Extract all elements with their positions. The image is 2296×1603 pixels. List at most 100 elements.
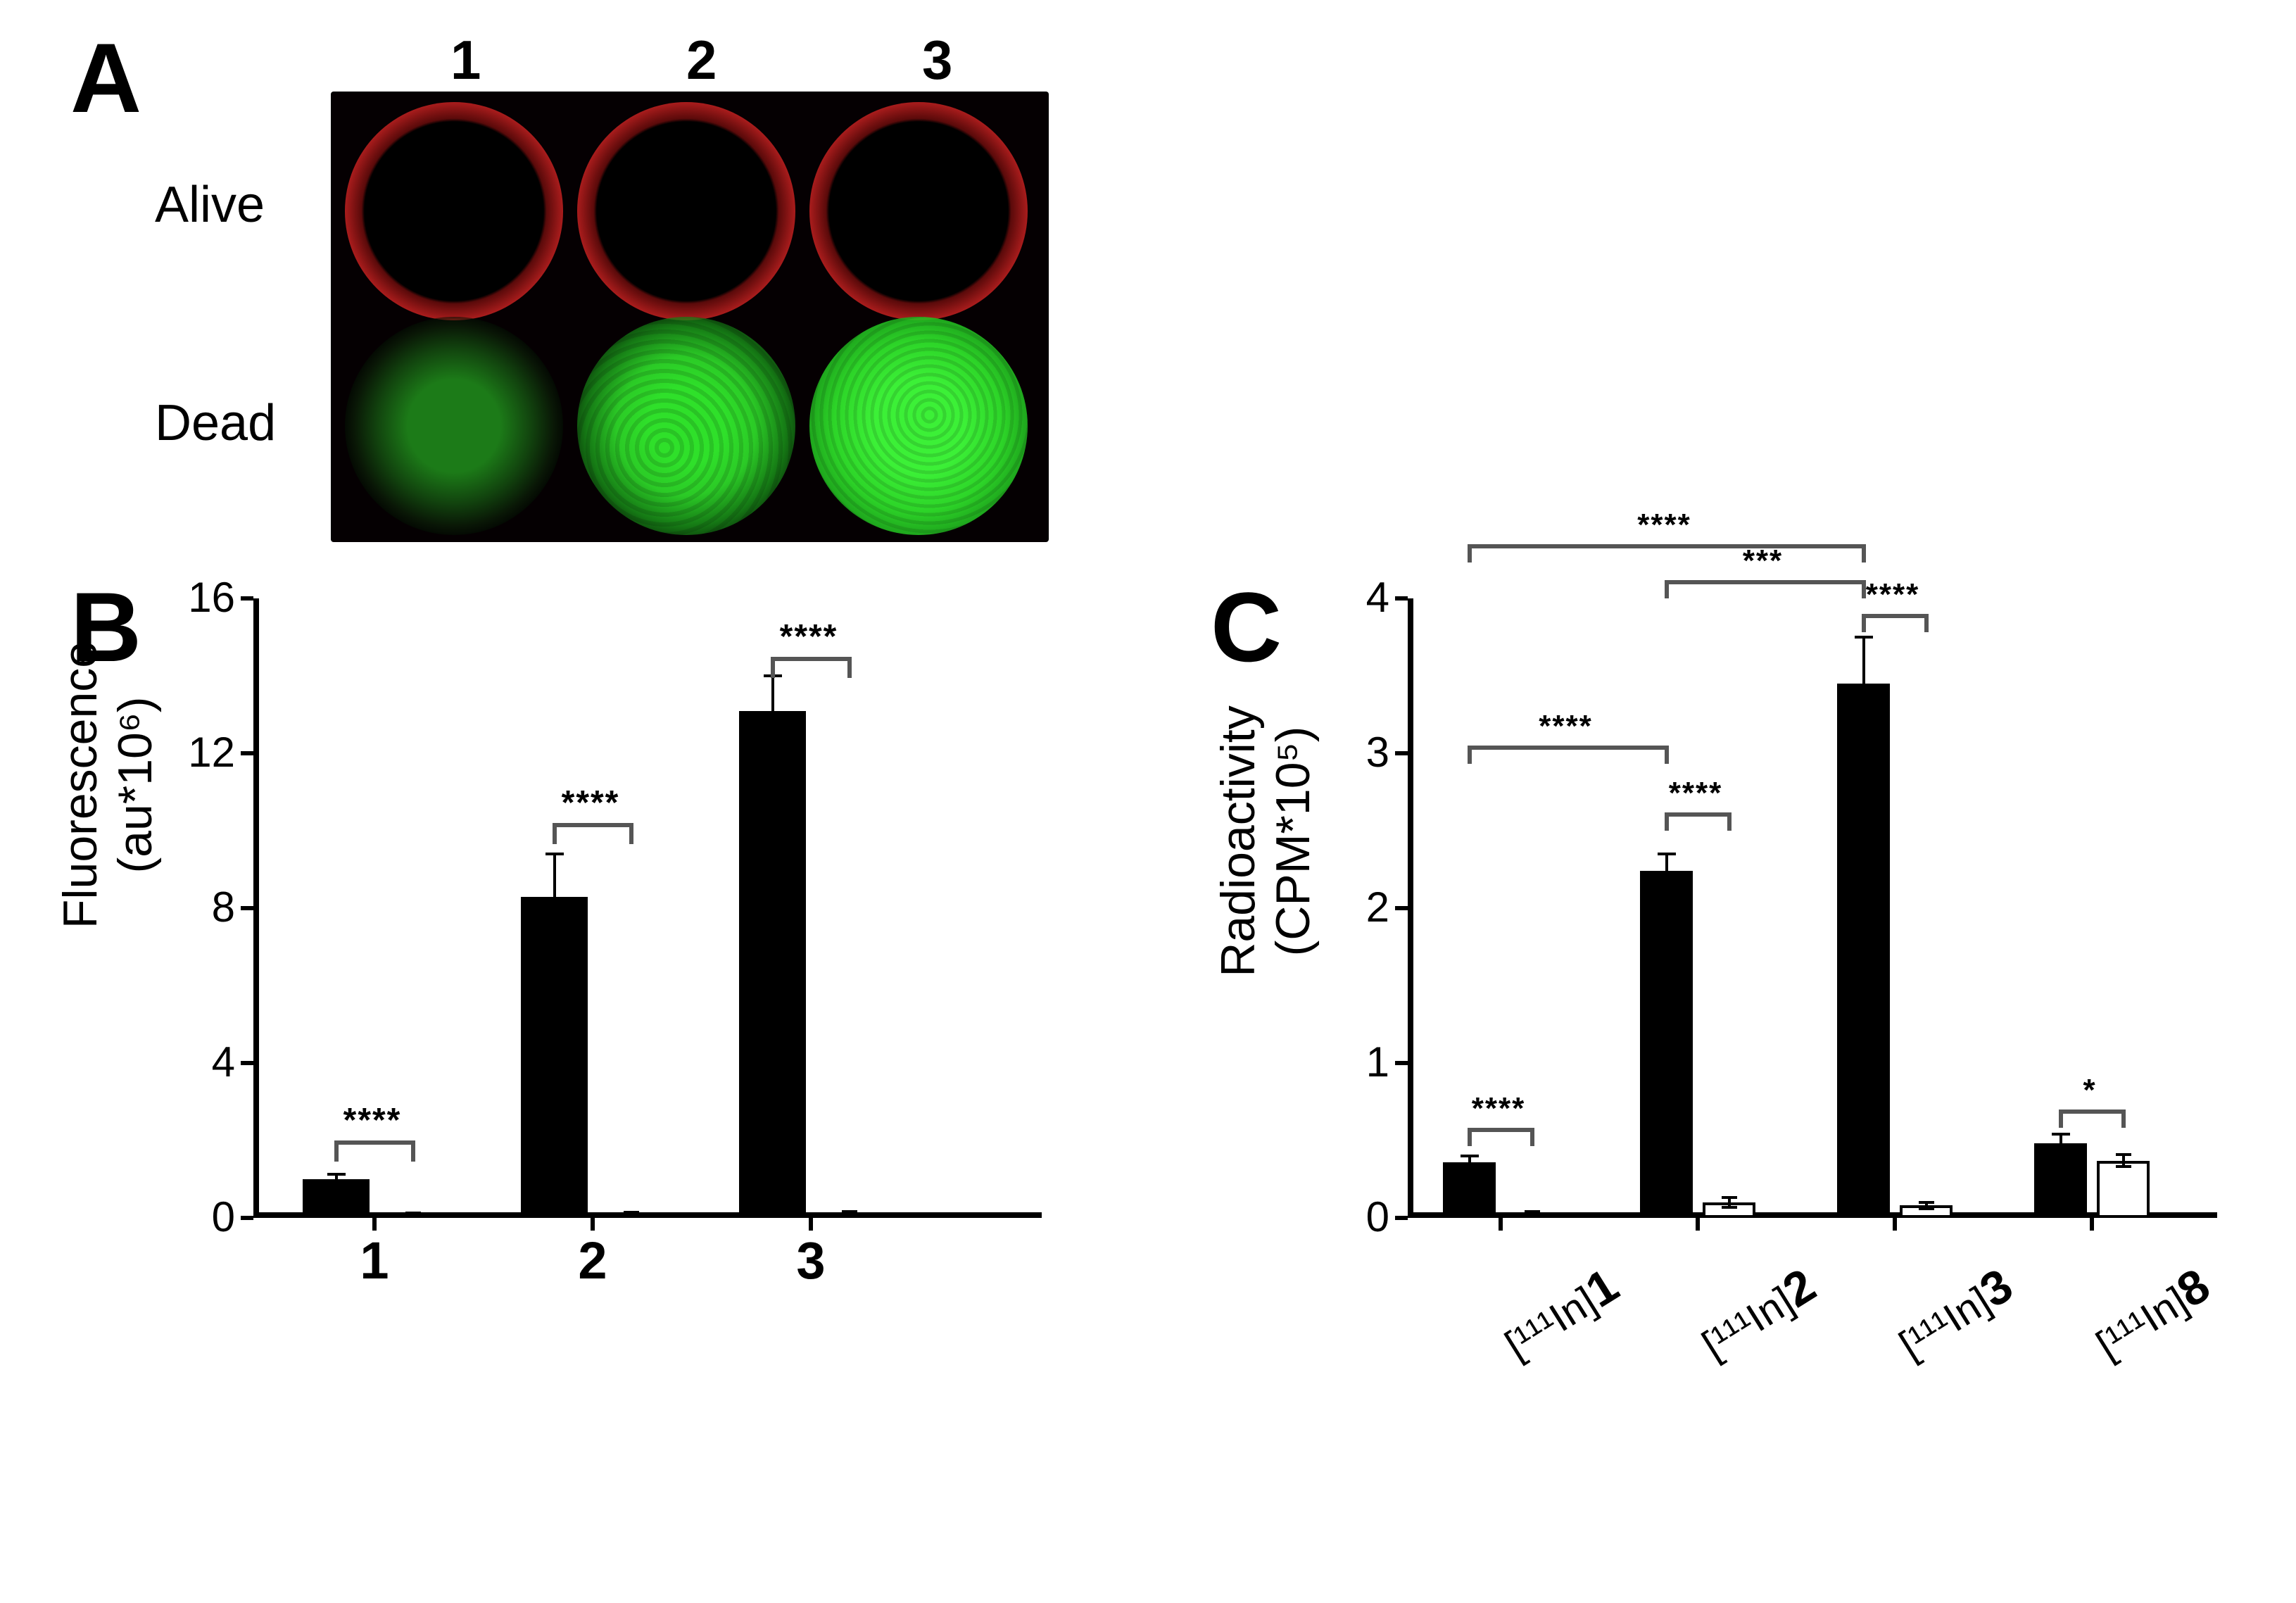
sig-stars: **** bbox=[1428, 1091, 1569, 1126]
sig-bracket-drop bbox=[2059, 1109, 2063, 1128]
sig-bracket-drop bbox=[629, 823, 633, 844]
sig-bracket-drop bbox=[411, 1140, 415, 1162]
panel-c-chart: 01234[¹¹¹In]1[¹¹¹In]2[¹¹¹In]3[¹¹¹In]8***… bbox=[1408, 598, 2217, 1218]
panel-a-col-3: 3 bbox=[922, 28, 952, 92]
bar-filled bbox=[521, 897, 588, 1219]
bar-filled bbox=[1837, 684, 1890, 1218]
sig-stars: *** bbox=[1693, 543, 1834, 579]
bar-filled bbox=[1443, 1162, 1496, 1218]
sig-bracket bbox=[1468, 1128, 1534, 1132]
error-cap bbox=[1461, 1155, 1479, 1157]
x-tick-label: 2 bbox=[557, 1231, 628, 1290]
well-ring bbox=[809, 102, 1028, 320]
well-ring bbox=[577, 102, 795, 320]
bar-open bbox=[2097, 1161, 2150, 1218]
error-cap bbox=[842, 1212, 857, 1214]
y-tick bbox=[241, 596, 253, 601]
y-tick bbox=[241, 906, 253, 910]
sig-bracket bbox=[553, 823, 633, 827]
x-tick-label: [¹¹¹In]1 bbox=[1494, 1258, 1628, 1371]
x-tick-label: [¹¹¹In]8 bbox=[2085, 1258, 2219, 1371]
sig-bracket-drop bbox=[1468, 544, 1472, 562]
error-cap bbox=[1658, 886, 1676, 889]
sig-bracket-drop bbox=[334, 1140, 339, 1162]
error-cap bbox=[1855, 729, 1873, 731]
sig-bracket bbox=[1468, 544, 1866, 548]
x-tick bbox=[809, 1218, 813, 1231]
sig-bracket bbox=[334, 1140, 415, 1145]
sig-bracket-drop bbox=[771, 657, 775, 678]
panel-c-ylabel-l2: (CPM*10⁵) bbox=[1266, 727, 1320, 957]
y-tick-label: 8 bbox=[176, 883, 235, 931]
y-tick-label: 1 bbox=[1330, 1038, 1389, 1086]
sig-bracket bbox=[1862, 614, 1929, 618]
sig-bracket-drop bbox=[1727, 812, 1732, 831]
panel-b-ylabel-l1: Fluorescence bbox=[53, 641, 107, 929]
sig-bracket-drop bbox=[1862, 614, 1866, 632]
error-cap bbox=[327, 1183, 346, 1186]
x-tick bbox=[2090, 1218, 2094, 1231]
error-cap bbox=[1722, 1196, 1737, 1199]
sig-bracket-drop bbox=[1924, 614, 1929, 632]
panel-a-row-alive: Alive bbox=[155, 176, 265, 234]
well-alive-3 bbox=[809, 102, 1028, 320]
panel-b-ylabel-l2: (au*10⁶) bbox=[108, 697, 162, 874]
panel-c-ylabel: Radioactivity (CPM*10⁵) bbox=[1211, 577, 1320, 1105]
panel-a-wellplate bbox=[331, 92, 1049, 542]
y-axis bbox=[253, 598, 259, 1218]
x-tick bbox=[591, 1218, 595, 1231]
sig-bracket-drop bbox=[1862, 580, 1866, 598]
error-cap bbox=[764, 744, 782, 747]
y-tick bbox=[1395, 906, 1408, 910]
x-tick-label: [¹¹¹In]2 bbox=[1691, 1258, 1825, 1371]
well-ring bbox=[809, 317, 1028, 535]
sig-bracket-drop bbox=[2121, 1109, 2126, 1128]
sig-bracket-drop bbox=[1665, 580, 1669, 598]
sig-bracket bbox=[1665, 812, 1732, 817]
y-tick-label: 3 bbox=[1330, 728, 1389, 777]
sig-bracket bbox=[2059, 1109, 2126, 1114]
error-bar bbox=[1862, 637, 1865, 730]
error-bar bbox=[553, 854, 556, 939]
x-tick bbox=[1696, 1218, 1700, 1231]
sig-stars: **** bbox=[1594, 508, 1735, 543]
well-ring bbox=[345, 102, 563, 320]
y-tick-label: 12 bbox=[176, 728, 235, 777]
well-alive-1 bbox=[345, 102, 563, 320]
x-tick-label: [¹¹¹In]3 bbox=[1888, 1258, 2022, 1371]
well-dead-2 bbox=[577, 317, 795, 535]
sig-bracket bbox=[1665, 580, 1866, 584]
error-cap bbox=[1722, 1206, 1737, 1209]
y-tick-label: 2 bbox=[1330, 883, 1389, 931]
sig-stars: **** bbox=[738, 617, 879, 656]
error-bar bbox=[1665, 854, 1668, 888]
y-tick-label: 4 bbox=[1330, 573, 1389, 622]
x-tick bbox=[1499, 1218, 1503, 1231]
sig-bracket-drop bbox=[1862, 544, 1866, 562]
panel-a-row-dead: Dead bbox=[155, 394, 276, 452]
sig-bracket-drop bbox=[1665, 812, 1669, 831]
bar-filled bbox=[2034, 1143, 2087, 1218]
panel-a-label: A bbox=[70, 21, 141, 135]
sig-bracket-drop bbox=[1468, 1128, 1472, 1146]
y-tick-label: 16 bbox=[176, 573, 235, 622]
y-tick bbox=[241, 1061, 253, 1065]
error-cap bbox=[1525, 1210, 1540, 1213]
y-tick bbox=[1395, 751, 1408, 755]
y-tick bbox=[1395, 596, 1408, 601]
error-bar bbox=[771, 676, 774, 746]
well-ring bbox=[577, 317, 795, 535]
error-cap bbox=[2052, 1133, 2070, 1136]
error-cap bbox=[1461, 1167, 1479, 1170]
y-tick-label: 0 bbox=[1330, 1193, 1389, 1241]
panel-c-ylabel-l1: Radioactivity bbox=[1211, 705, 1265, 977]
sig-bracket-drop bbox=[553, 823, 557, 844]
x-tick-label: 1 bbox=[339, 1231, 410, 1290]
sig-stars: **** bbox=[520, 784, 661, 822]
error-cap bbox=[545, 938, 564, 941]
y-tick bbox=[241, 1216, 253, 1220]
error-cap bbox=[2116, 1165, 2131, 1168]
panel-a-col-2: 2 bbox=[686, 28, 717, 92]
y-tick bbox=[1395, 1061, 1408, 1065]
bar-filled bbox=[1640, 871, 1693, 1218]
